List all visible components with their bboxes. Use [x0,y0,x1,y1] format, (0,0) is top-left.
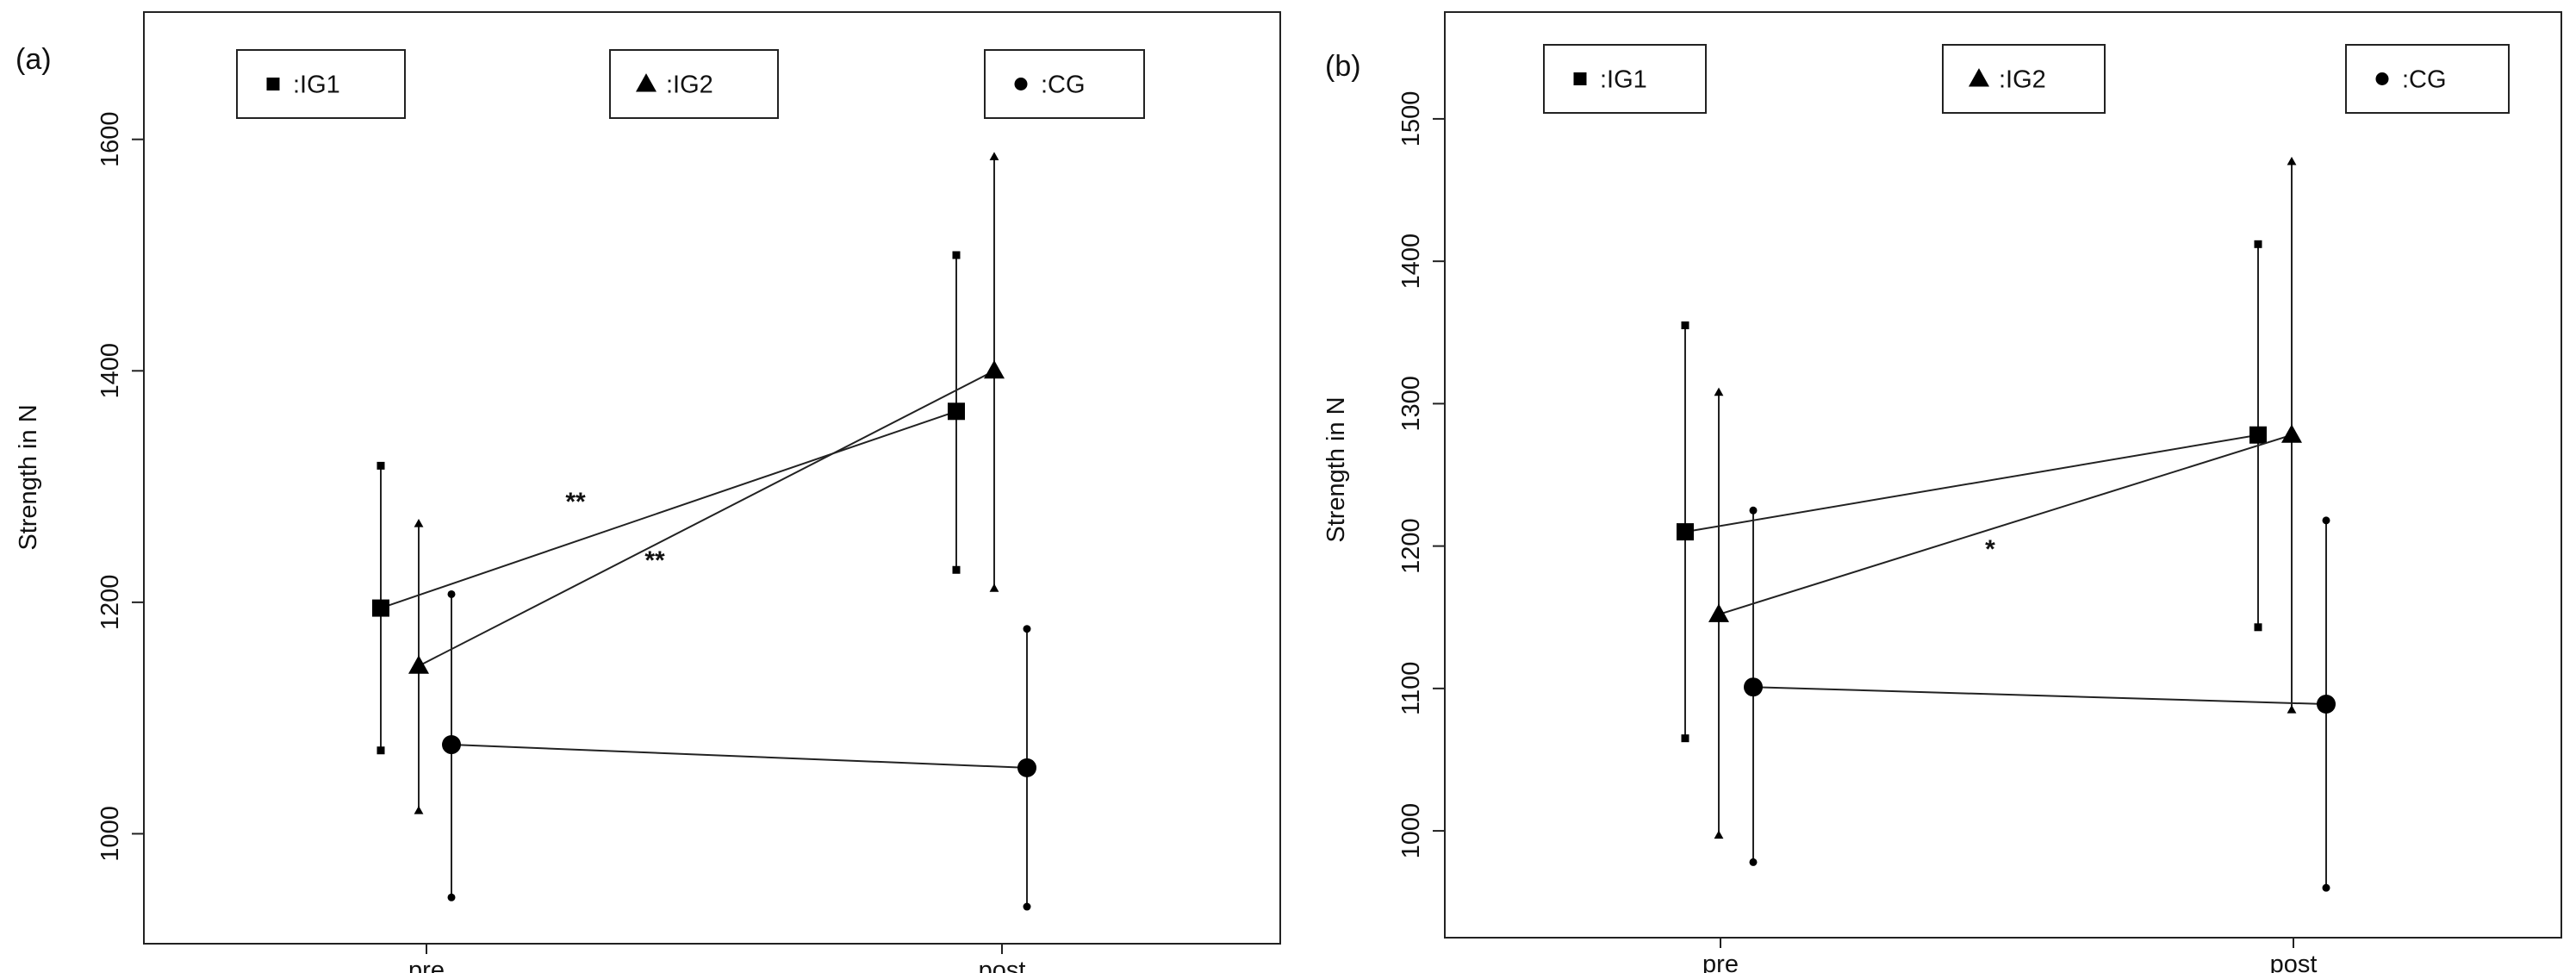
legend-label: :IG2 [1999,66,2046,94]
series-circle [442,589,1036,911]
panel-label: (a) [16,43,52,76]
mean-marker [1744,677,1763,697]
y-tick-label: 1200 [1397,518,1425,574]
legend-triangle-icon [1969,68,1989,87]
mean-marker [948,402,965,421]
error-bar-cap-upper [989,152,999,160]
panel-b: (b) 1000 1100 1200 1300 1400 1500 Strength in N… [1322,11,2562,973]
legend-box [984,49,1145,119]
legend-square-icon [266,78,280,90]
legend-label: :CG [2402,66,2447,94]
plot-frame [143,11,1281,945]
panel-a: (a) 1000 1200 1400 1600 Strength in N pre post *… [15,11,1281,973]
significance-label: ** [644,546,665,575]
error-bar-cap-lower [1714,830,1724,839]
x-tick-label: post [979,957,1026,973]
mean-marker [408,655,429,674]
y-axis-title: Strength in N [15,404,42,550]
legend-circle-icon [1014,78,1028,90]
legend-box [1543,44,1707,114]
y-tick-label: 1400 [1397,234,1425,290]
y-tick-label: 1300 [1397,376,1425,432]
error-bar-cap-lower [1023,902,1031,911]
x-tick-label: post [2270,951,2318,973]
legend-box [236,49,406,119]
legend-label: :IG1 [1600,66,1647,94]
mean-marker [1677,523,1694,541]
series-line [418,370,995,667]
legend-box [2345,44,2510,114]
error-bar-cap-upper [2287,156,2297,165]
series-line [1752,686,2327,706]
legend-label: :CG [1041,72,1086,99]
mean-marker [2249,426,2267,444]
legend-item: :IG1 [1543,44,1707,114]
error-bar-cap-upper [376,461,385,470]
error-bar-cap-upper [1681,321,1689,330]
series-line [1684,433,2259,533]
legend-item: :IG2 [609,49,779,119]
y-tick-label: 1400 [96,343,124,399]
error-bar-cap-upper [1023,625,1031,633]
error-bar-cap-upper [414,518,424,527]
error-bar-cap-lower [2322,883,2330,892]
error-bar-cap-lower [414,805,424,814]
mean-marker [1017,758,1036,777]
y-tick-label: 1200 [96,575,124,631]
mean-marker [1708,603,1729,622]
legend-box [609,49,779,119]
error-bar-cap-lower [376,746,385,755]
y-tick-label: 1100 [1397,662,1425,715]
error-bar-cap-upper [952,251,961,259]
series-square [1677,240,2267,743]
significance-label: * [1985,535,1995,564]
error-bar-cap-upper [447,589,456,598]
error-bar-cap-upper [1749,506,1758,515]
mean-marker [372,599,389,617]
mean-marker [442,735,461,755]
legend-item: :CG [984,49,1145,119]
series-line [1718,433,2293,615]
series-triangle [1708,156,2302,839]
error-bar-cap-lower [2287,705,2297,714]
error-bar-cap-lower [1749,858,1758,866]
mean-marker [2281,424,2302,443]
error-bar-cap-lower [2254,623,2262,632]
series-circle [1744,506,2336,892]
series-line [380,410,957,609]
error-bar-cap-upper [2322,516,2330,525]
legend-label: :IG1 [293,72,340,99]
significance-label: ** [565,488,586,516]
y-axis-title: Strength in N [1322,396,1350,542]
x-tick-label: pre [408,957,445,973]
legend-square-icon [1573,72,1587,85]
plot-frame [1444,11,2562,939]
y-tick-label: 1000 [1397,803,1425,859]
series-line [451,744,1028,769]
mean-marker [2317,695,2336,714]
error-bar-cap-upper [1714,387,1724,396]
error-bar-cap-lower [952,565,961,574]
panel-label: (b) [1325,50,1361,83]
error-bar-cap-lower [447,893,456,901]
legend-box [1942,44,2106,114]
x-tick-label: pre [1702,951,1739,973]
y-tick-label: 1600 [96,111,124,167]
mean-marker [984,359,1005,379]
legend-item: :IG2 [1942,44,2106,114]
legend-item: :CG [2345,44,2510,114]
legend-circle-icon [2375,72,2389,85]
y-tick-label: 1000 [96,806,124,862]
error-bar-cap-lower [1681,734,1689,743]
error-bar-cap-upper [2254,240,2262,248]
series-triangle [408,152,1005,814]
series-square [372,251,965,755]
error-bar-cap-lower [989,583,999,592]
legend-label: :IG2 [666,72,713,99]
legend-item: :IG1 [236,49,406,119]
legend-triangle-icon [636,73,656,92]
y-tick-label: 1500 [1397,91,1425,147]
